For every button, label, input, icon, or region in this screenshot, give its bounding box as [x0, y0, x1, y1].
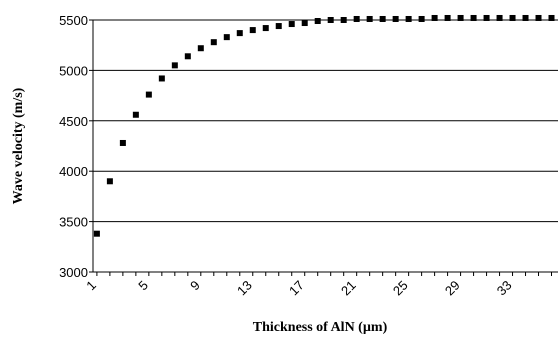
- data-point: [210, 39, 217, 46]
- data-point: [535, 14, 542, 21]
- data-point: [93, 230, 100, 237]
- x-tick-label: 29: [442, 278, 463, 299]
- data-point: [496, 14, 503, 21]
- data-point: [366, 15, 373, 22]
- x-axis-label: Thickness of AlN (µm): [253, 320, 388, 335]
- data-point: [301, 20, 308, 27]
- data-point: [171, 62, 178, 69]
- x-tick-label: 13: [234, 278, 255, 299]
- data-point: [509, 14, 516, 21]
- data-point: [145, 91, 152, 98]
- data-point: [418, 15, 425, 22]
- data-point: [249, 27, 256, 34]
- data-point: [288, 21, 295, 28]
- x-tick-label: 1: [83, 278, 99, 294]
- data-point: [314, 18, 321, 25]
- data-points: [93, 14, 555, 237]
- y-tick-labels: 3000 3500 4000 4500 5000 5500: [59, 13, 88, 280]
- x-tick-label: 5: [135, 278, 151, 294]
- data-point: [236, 30, 243, 37]
- x-tick-label: 33: [494, 278, 515, 299]
- data-point: [483, 14, 490, 21]
- data-point: [275, 23, 282, 30]
- data-point: [119, 139, 126, 146]
- y-tick-label: 3500: [59, 215, 88, 230]
- data-point: [548, 14, 555, 21]
- data-point: [379, 15, 386, 22]
- data-point: [223, 34, 230, 41]
- data-point: [132, 111, 139, 118]
- axes: [89, 19, 558, 276]
- y-tick-label: 5500: [59, 13, 88, 28]
- data-point: [431, 14, 438, 21]
- x-tick-label: 17: [286, 278, 307, 299]
- data-point: [457, 14, 464, 21]
- data-point: [392, 15, 399, 22]
- gridlines: [93, 19, 558, 223]
- y-tick-label: 4500: [59, 114, 88, 129]
- data-point: [262, 25, 269, 32]
- data-point: [158, 75, 165, 82]
- data-point: [353, 15, 360, 22]
- x-tick-label: 25: [390, 278, 411, 299]
- x-tick-label: 21: [338, 278, 359, 299]
- data-point: [340, 17, 347, 23]
- data-point: [184, 53, 191, 60]
- data-point: [197, 45, 204, 52]
- data-point: [444, 14, 451, 21]
- y-axis-label: Wave velocity (m/s): [11, 87, 26, 204]
- data-point: [470, 14, 477, 21]
- x-tick-label: 9: [187, 278, 203, 294]
- data-point: [106, 178, 113, 185]
- y-tick-label: 5000: [59, 63, 88, 78]
- data-point: [522, 14, 529, 21]
- data-point: [327, 17, 334, 23]
- x-tick-labels: 1 5 9 13 17 21 25 29 33: [83, 278, 514, 299]
- y-tick-label: 3000: [59, 265, 88, 280]
- y-tick-label: 4000: [59, 164, 88, 179]
- data-point: [405, 15, 412, 22]
